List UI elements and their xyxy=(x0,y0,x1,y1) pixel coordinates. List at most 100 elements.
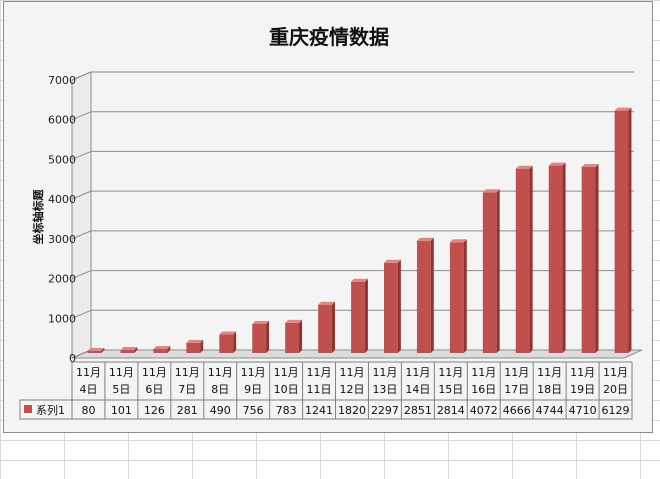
bar xyxy=(515,165,533,353)
y-tick-label: 7000 xyxy=(48,74,76,87)
chart-svg: 重庆疫情数据 坐标轴标题 0 1000 2000 3000 4000 5000 6000 70… xyxy=(19,25,643,420)
bar-side xyxy=(233,331,237,353)
bar-front xyxy=(581,166,596,353)
bar xyxy=(581,163,599,353)
category-label: 11月 xyxy=(537,366,562,379)
category-label: 10日 xyxy=(274,383,299,396)
bar-side xyxy=(331,301,335,353)
bar-top xyxy=(120,346,138,350)
plot-layer: 0 1000 2000 3000 4000 5000 6000 7000 11月 4日 80 11月 5… xyxy=(19,71,643,420)
y-tick-label: 3000 xyxy=(48,233,76,246)
data-label: 756 xyxy=(243,404,264,417)
data-label: 281 xyxy=(177,404,198,417)
bar-front xyxy=(186,342,201,353)
bar xyxy=(548,162,566,353)
category-label: 11日 xyxy=(307,383,332,396)
category-label: 17日 xyxy=(504,383,529,396)
category-label: 7日 xyxy=(178,383,196,396)
category-label: 11月 xyxy=(438,366,463,379)
bar xyxy=(416,237,434,353)
bar-side xyxy=(463,239,467,353)
bar xyxy=(482,189,500,353)
bar-front xyxy=(482,192,497,353)
category-label: 11月 xyxy=(241,366,266,379)
data-label: 2297 xyxy=(371,404,399,417)
category-label: 11月 xyxy=(175,366,200,379)
legend-label: 系列1 xyxy=(36,403,65,417)
category-label: 11月 xyxy=(76,366,101,379)
bar-top xyxy=(548,162,566,166)
category-label: 11月 xyxy=(372,366,397,379)
bar xyxy=(252,320,270,353)
gridline-depth xyxy=(71,270,92,280)
category-label: 11月 xyxy=(340,366,365,379)
bar-front xyxy=(120,349,135,353)
category-label: 11月 xyxy=(603,366,628,379)
bar-side xyxy=(397,259,401,353)
bar-front xyxy=(87,350,102,353)
category-label: 11月 xyxy=(208,366,233,379)
y-tick-label: 4000 xyxy=(48,193,76,206)
bar xyxy=(318,301,335,353)
category-label: 19日 xyxy=(570,383,595,396)
y-tick-label: 1000 xyxy=(48,312,76,325)
category-label: 5日 xyxy=(112,383,130,396)
bar xyxy=(219,331,237,353)
category-label: 16日 xyxy=(471,383,496,396)
bar-side xyxy=(628,107,632,353)
category-label: 18日 xyxy=(537,383,562,396)
y-tick-label: 0 xyxy=(69,352,76,365)
bar-front xyxy=(219,334,234,353)
bar xyxy=(384,259,401,353)
data-label: 126 xyxy=(144,404,165,417)
bar-top xyxy=(153,345,171,349)
bar-top xyxy=(252,320,270,324)
bar-top xyxy=(515,165,533,169)
bar-front xyxy=(614,110,629,353)
bar-front xyxy=(449,242,464,353)
bar-top xyxy=(219,331,237,335)
category-label: 6日 xyxy=(145,383,163,396)
bar xyxy=(614,107,632,353)
data-label: 80 xyxy=(81,404,95,417)
y-tick-label: 2000 xyxy=(48,273,76,286)
category-label: 14日 xyxy=(405,383,430,396)
gridline-depth xyxy=(71,111,92,121)
category-label: 11月 xyxy=(405,366,430,379)
data-label: 490 xyxy=(210,404,231,417)
category-label: 11月 xyxy=(570,366,595,379)
bar-top xyxy=(351,278,368,282)
gridline-depth xyxy=(71,190,92,200)
chart-title: 重庆疫情数据 xyxy=(269,25,389,49)
data-label: 783 xyxy=(276,404,297,417)
bar-front xyxy=(153,348,168,353)
bar-side xyxy=(101,347,105,353)
bar-front xyxy=(416,240,431,353)
data-label: 4666 xyxy=(503,404,531,417)
bar-front xyxy=(285,322,300,353)
bar-front xyxy=(548,165,563,353)
category-label: 20日 xyxy=(603,383,628,396)
chart-area[interactable]: 重庆疫情数据 坐标轴标题 0 1000 2000 3000 4000 5000 6000 70… xyxy=(3,1,653,433)
bar-front xyxy=(515,168,530,353)
data-label: 1241 xyxy=(305,404,333,417)
y-tick-label: 5000 xyxy=(48,153,76,166)
bar xyxy=(285,319,303,353)
category-label: 9日 xyxy=(244,383,262,396)
bar-top xyxy=(384,259,401,263)
category-label: 11月 xyxy=(471,366,496,379)
bar-top xyxy=(449,239,467,243)
bar xyxy=(186,339,204,353)
category-label: 4日 xyxy=(79,383,97,396)
data-label: 1820 xyxy=(338,404,366,417)
data-label: 4072 xyxy=(470,404,498,417)
bar-top xyxy=(581,163,599,167)
gridline-depth xyxy=(71,150,92,160)
bar xyxy=(449,239,467,353)
bar-side xyxy=(529,165,533,353)
y-axis-title: 坐标轴标题 xyxy=(31,189,45,245)
data-label: 2814 xyxy=(437,404,465,417)
data-label: 101 xyxy=(111,404,132,417)
bar-front xyxy=(384,262,398,353)
bar xyxy=(87,347,105,353)
